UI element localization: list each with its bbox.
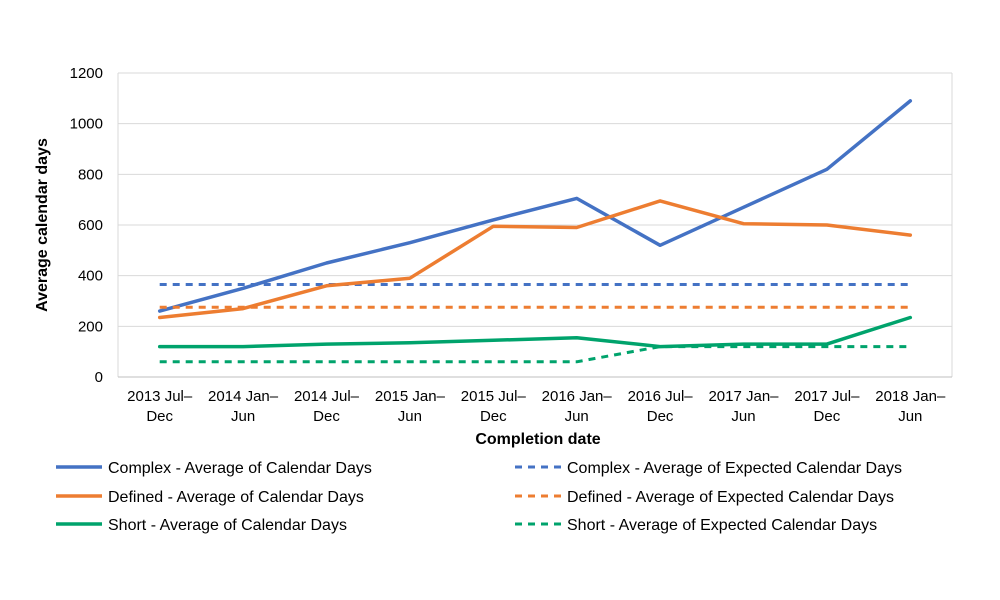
legend-label: Short - Average of Expected Calendar Day… [567,517,877,534]
legend-label: Short - Average of Calendar Days [108,517,347,534]
x-tick-label: Dec [146,408,173,425]
series-line-2 [157,199,913,320]
series-line-5 [159,345,911,364]
x-axis-title: Completion date [475,431,600,448]
y-tick-label: 400 [78,268,103,285]
x-tick-label: Jun [398,408,422,425]
legend: Complex - Average of Calendar Days Comple… [56,460,902,534]
y-tick-label: 1000 [70,116,103,133]
x-tick-label: 2018 Jan– [875,388,946,405]
y-tick-label: 200 [78,318,103,335]
x-tick-label: Dec [814,408,841,425]
x-tick-label: 2016 Jan– [542,388,613,405]
y-tick-label: 0 [95,369,103,386]
x-tick-label: 2017 Jan– [708,388,779,405]
y-tick-label: 800 [78,166,103,183]
x-tick-label: 2015 Jan– [375,388,446,405]
x-tick-label: 2017 Jul– [794,388,860,405]
y-tick-label: 1200 [70,65,103,82]
x-tick-label: 2015 Jul– [461,388,527,405]
x-tick-label: Dec [480,408,507,425]
gridlines [117,72,953,378]
x-tick-label: Dec [647,408,674,425]
y-tick-label: 600 [78,217,103,234]
x-tick-label: Jun [565,408,589,425]
x-tick-label: Jun [731,408,755,425]
x-axis-ticks: 2013 Jul– Dec 2014 Jan– Jun 2014 Jul– Dec 2015… [127,388,946,425]
x-tick-label: 2016 Jul– [628,388,694,405]
legend-label: Complex - Average of Calendar Days [108,460,372,477]
x-tick-label: 2014 Jan– [208,388,279,405]
legend-label: Defined - Average of Calendar Days [108,489,364,506]
x-tick-label: Jun [231,408,255,425]
series-line-0 [157,99,913,313]
legend-label: Complex - Average of Expected Calendar D… [567,460,902,477]
legend-label: Defined - Average of Expected Calendar D… [567,489,894,506]
series-line-4 [157,315,913,349]
x-tick-label: Jun [898,408,922,425]
x-tick-label: 2014 Jul– [294,388,360,405]
x-tick-label: Dec [313,408,340,425]
y-axis-ticks: 0 200 400 600 800 1000 1200 [70,65,103,386]
x-tick-label: 2013 Jul– [127,388,193,405]
y-axis-title: Average calendar days [34,138,51,312]
series-lines [157,99,913,364]
